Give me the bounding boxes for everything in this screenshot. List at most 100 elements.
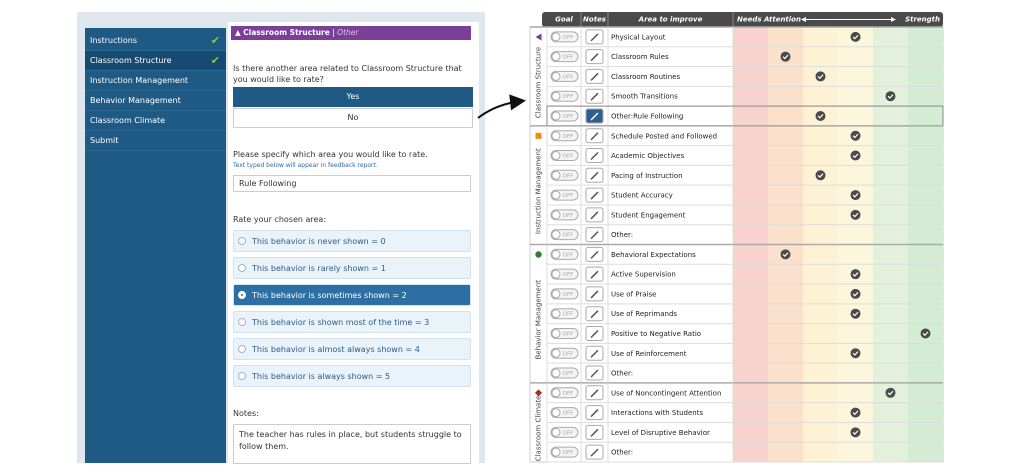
rating-check xyxy=(850,150,861,161)
nav-item[interactable]: Instructions ✔ xyxy=(85,31,226,51)
toggle-knob xyxy=(551,151,561,161)
toggle-label: OFF xyxy=(563,74,574,80)
nav-label: Behavior Management xyxy=(90,96,181,105)
group-icon xyxy=(535,132,542,139)
toggle-label: OFF xyxy=(563,193,574,199)
pencil-icon xyxy=(590,171,599,180)
rating-check xyxy=(850,288,861,299)
check-glyph xyxy=(852,34,859,40)
toggle-label: OFF xyxy=(563,312,574,318)
specify-hint: Text typed below will appear in feedback… xyxy=(233,162,378,169)
question: Is there another area related to Classro… xyxy=(233,64,462,84)
toggle-knob xyxy=(551,368,561,378)
nav-item[interactable]: Instruction Management xyxy=(85,71,226,91)
toggle-knob xyxy=(551,289,561,299)
toggle-label: OFF xyxy=(563,94,574,100)
header-notes: Notes xyxy=(583,16,606,24)
pencil-icon xyxy=(590,231,599,240)
form: ▲ Classroom Structure | Other Is there a… xyxy=(228,22,479,464)
rating-check xyxy=(850,130,861,141)
area-label: Use of Reprimands xyxy=(611,310,677,318)
nav-label: Submit xyxy=(90,136,119,145)
area-label: Active Supervision xyxy=(611,271,676,279)
pencil-icon xyxy=(590,389,599,398)
specify-prompt: Please specify which area you would like… xyxy=(233,150,428,159)
check-glyph xyxy=(922,331,929,337)
rate-option[interactable]: This behavior is never shown = 0 xyxy=(233,230,471,252)
toggle-label: OFF xyxy=(563,430,574,436)
notes-input[interactable]: The teacher has rules in place, but stud… xyxy=(233,424,471,464)
header-area: Area to improve xyxy=(638,16,703,24)
toggle-knob xyxy=(551,32,561,42)
rating-check xyxy=(850,190,861,201)
section-title: Classroom Structure xyxy=(243,28,330,37)
radio xyxy=(238,264,246,272)
toggle-label: OFF xyxy=(563,35,574,41)
toggle-label: OFF xyxy=(563,114,574,120)
pencil-icon xyxy=(590,72,599,81)
area-label: Schedule Posted and Followed xyxy=(611,132,717,140)
pencil-icon xyxy=(590,329,599,339)
pencil-icon xyxy=(590,369,599,378)
rate-prompt: Rate your chosen area: xyxy=(233,215,327,224)
toggle-label: OFF xyxy=(563,391,574,397)
area-label: Positive to Negative Ratio xyxy=(611,330,701,338)
pencil-icon xyxy=(590,428,599,437)
toggle-knob xyxy=(551,309,561,319)
toggle-label: OFF xyxy=(563,371,574,377)
check-glyph xyxy=(852,410,859,416)
toggle-knob xyxy=(551,52,561,62)
nav-item[interactable]: Submit xyxy=(85,131,226,151)
rate-option[interactable]: This behavior is rarely shown = 1 xyxy=(233,257,471,279)
choice-button[interactable]: Yes xyxy=(233,87,473,107)
check-glyph xyxy=(782,54,789,60)
nav-item[interactable]: Classroom Climate xyxy=(85,111,226,131)
nav-item[interactable]: Behavior Management xyxy=(85,91,226,111)
check-glyph xyxy=(852,153,859,159)
divider: | xyxy=(332,28,335,37)
pencil-icon xyxy=(590,53,599,62)
rate-option[interactable]: This behavior is shown most of the time … xyxy=(233,311,471,333)
rate-label: This behavior is always shown = 5 xyxy=(252,372,391,381)
area-label: Use of Reinforcement xyxy=(611,350,687,358)
area-label: Interactions with Students xyxy=(611,409,703,417)
toggle-knob xyxy=(551,249,561,259)
nav-item[interactable]: Classroom Structure ✔ xyxy=(85,51,226,71)
toggle-label: OFF xyxy=(563,351,574,357)
pencil-icon xyxy=(590,191,599,200)
radio xyxy=(238,345,246,353)
header-bar xyxy=(542,12,943,27)
group-label: Classroom Structure xyxy=(535,47,543,118)
choice-button[interactable]: No xyxy=(233,108,473,128)
rating-check xyxy=(920,328,931,339)
area-label: Academic Objectives xyxy=(611,152,685,160)
check-glyph xyxy=(782,252,789,258)
rate-option[interactable]: This behavior is sometimes shown = 2 xyxy=(233,284,471,306)
pencil-icon xyxy=(590,211,599,220)
pencil-icon xyxy=(590,290,599,299)
pencil-icon xyxy=(590,92,599,101)
rate-option[interactable]: This behavior is almost always shown = 4 xyxy=(233,338,471,360)
area-label: Use of Noncontingent Attention xyxy=(611,389,721,397)
specify-input[interactable]: Rule Following xyxy=(233,175,471,192)
rating-check xyxy=(850,407,861,418)
area-label: Physical Layout xyxy=(611,33,666,41)
rate-option[interactable]: This behavior is always shown = 5 xyxy=(233,365,471,387)
pencil-icon xyxy=(590,151,599,161)
check-glyph xyxy=(887,94,894,99)
section-sub: Other xyxy=(337,28,359,37)
area-label: Other: xyxy=(611,231,633,239)
area-label: Classroom Routines xyxy=(611,73,680,81)
toggle-knob xyxy=(551,427,561,437)
toggle-label: OFF xyxy=(563,173,574,179)
area-label: Level of Disruptive Behavior xyxy=(611,429,710,437)
check-glyph xyxy=(852,430,859,436)
toggle-label: OFF xyxy=(563,331,574,337)
rating-check xyxy=(780,51,791,62)
toggle-label: OFF xyxy=(563,272,574,278)
pencil-icon xyxy=(590,132,599,141)
toggle-knob xyxy=(551,91,561,101)
radio xyxy=(238,237,246,245)
toggle-label: OFF xyxy=(563,134,574,140)
